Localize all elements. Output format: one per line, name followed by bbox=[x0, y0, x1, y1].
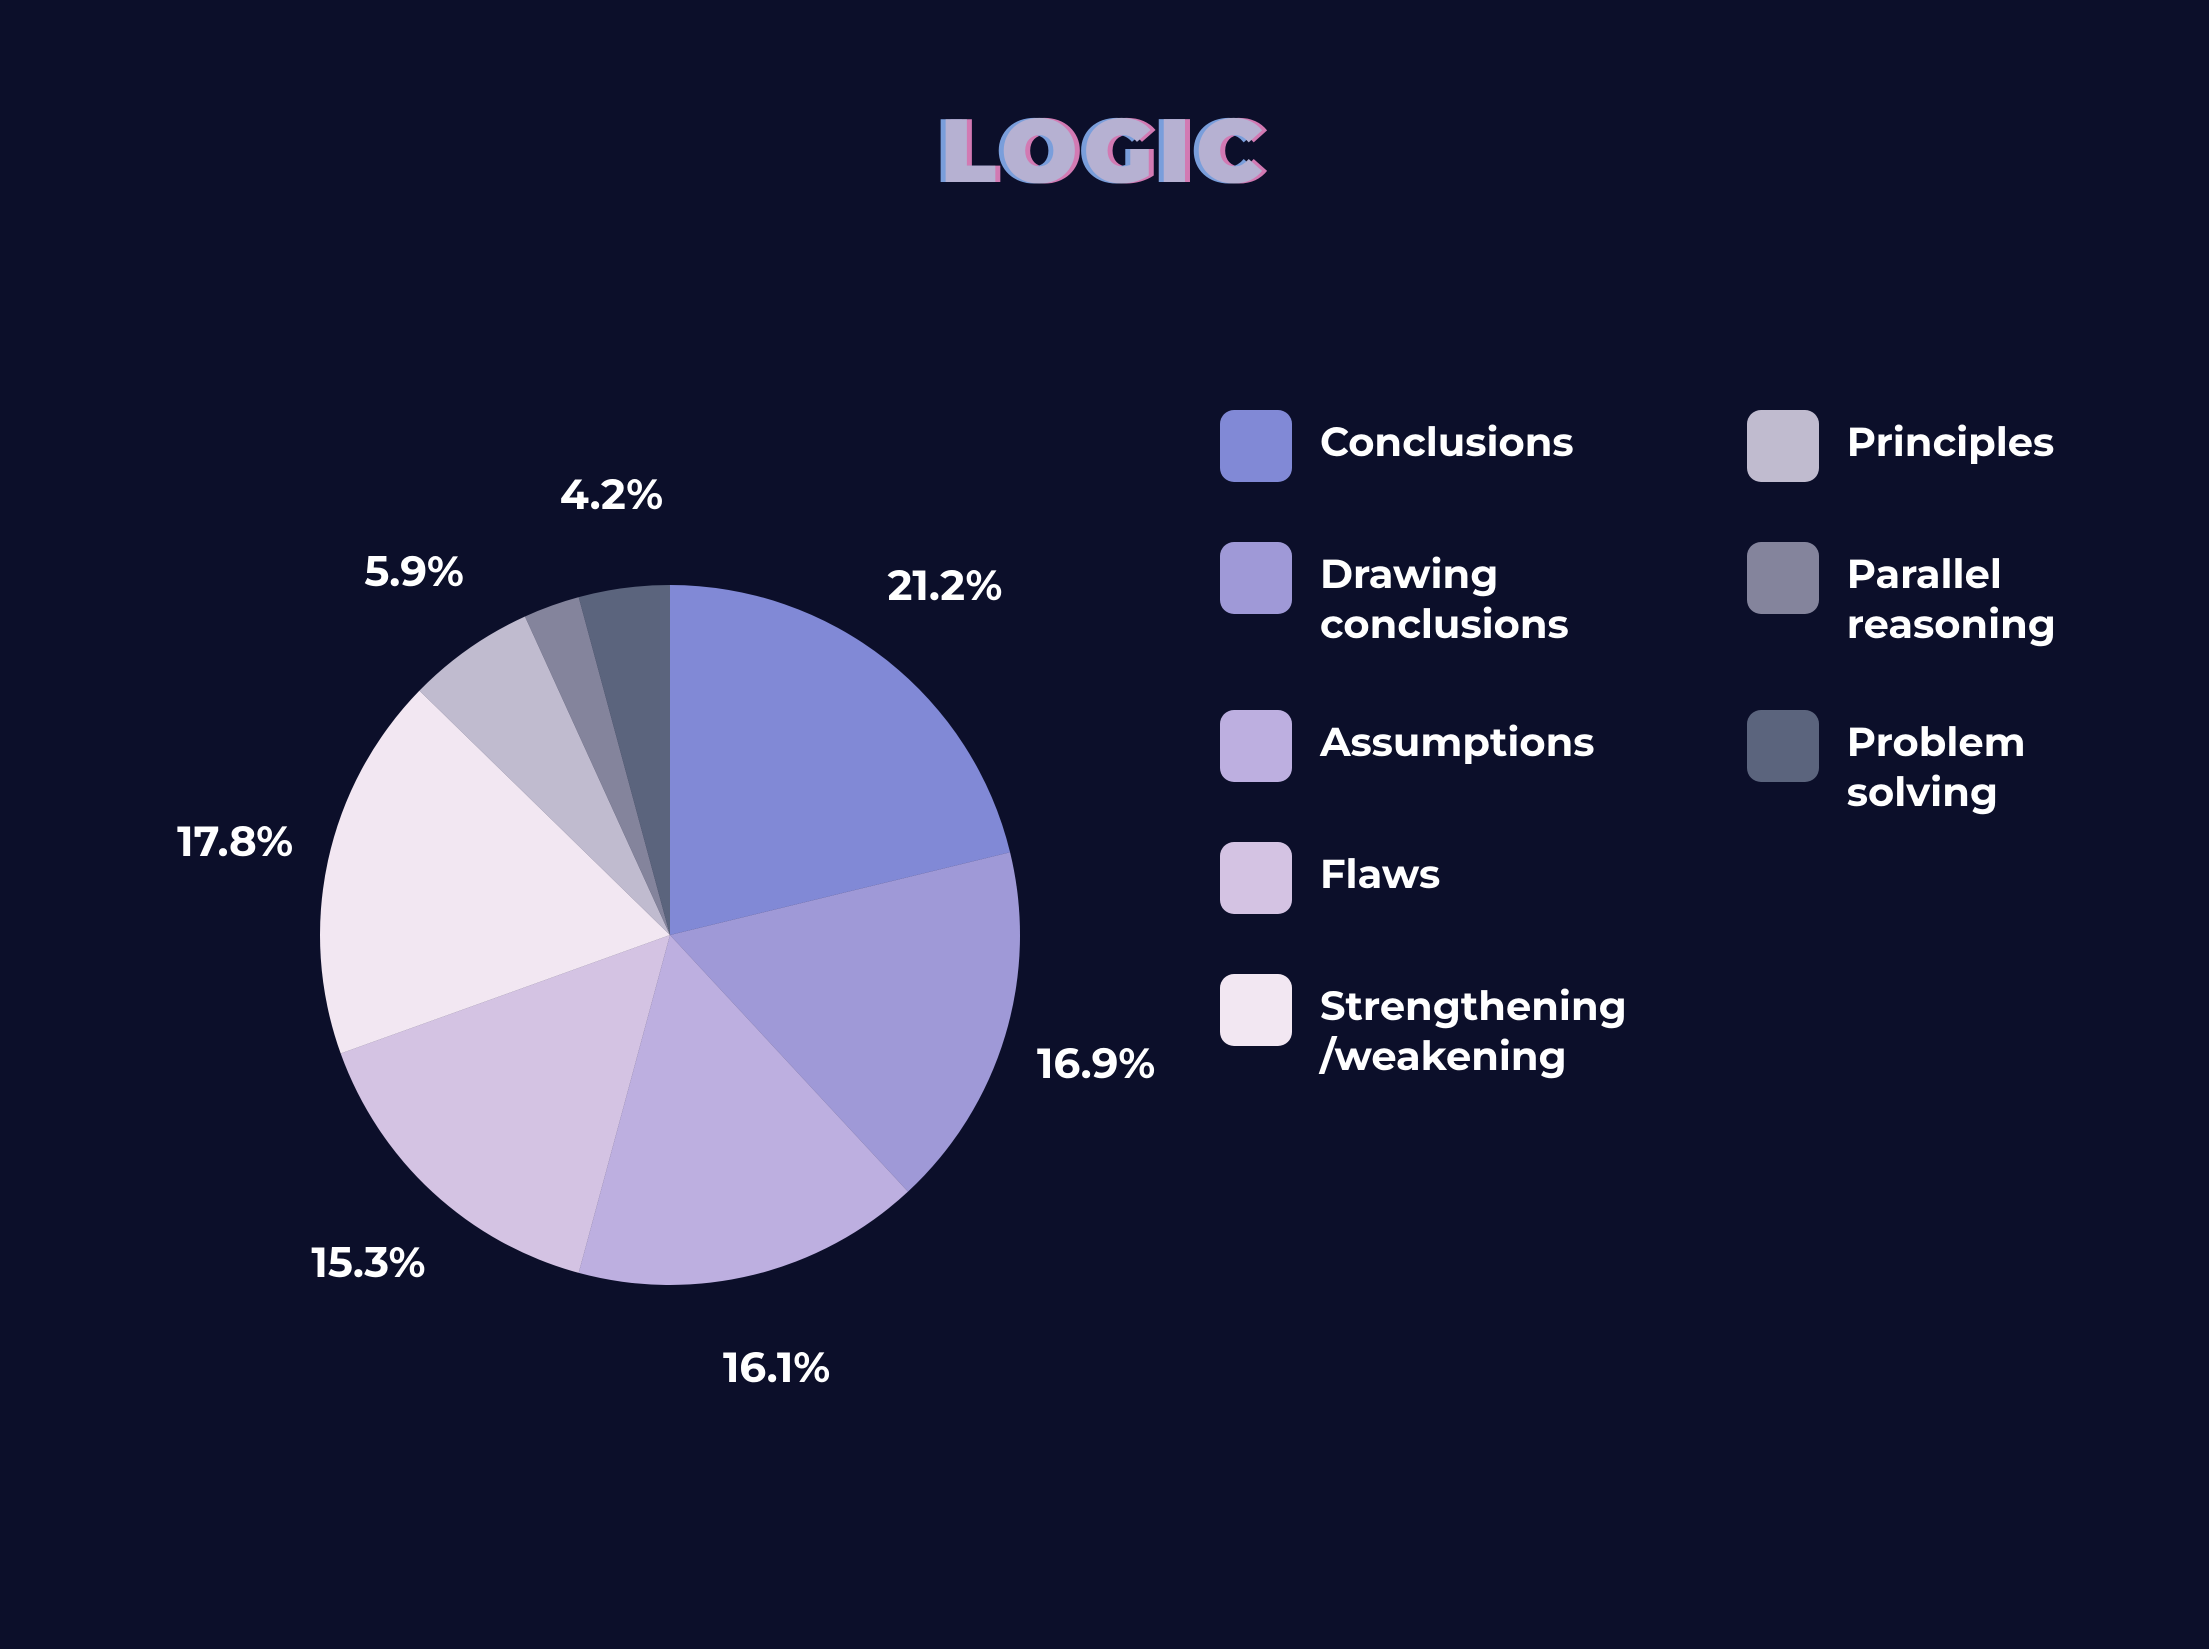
pct-label-strengthening: 17.8% bbox=[177, 815, 293, 867]
legend-swatch-principles bbox=[1747, 410, 1819, 482]
legend-col-0: Conclusions Drawing conclusions Assumption… bbox=[1220, 410, 1627, 1082]
legend-item-strengthening: Strengthening /weakening bbox=[1220, 974, 1627, 1082]
legend-label-flaws: Flaws bbox=[1320, 842, 1440, 900]
pct-label-assumptions: 16.1% bbox=[723, 1341, 830, 1393]
legend-label-strengthening: Strengthening /weakening bbox=[1320, 974, 1627, 1082]
pct-label-flaws: 15.3% bbox=[311, 1236, 425, 1288]
legend-label-drawing: Drawing conclusions bbox=[1320, 542, 1569, 650]
legend-col-1: Principles Parallel reasoning Problem solv… bbox=[1747, 410, 2056, 1082]
pie-chart: 21.2% 16.9% 16.1% 15.3% 17.8% 5.9% 4.2% bbox=[170, 370, 1170, 1500]
legend-swatch-drawing bbox=[1220, 542, 1292, 614]
legend-label-assumptions: Assumptions bbox=[1320, 710, 1594, 768]
legend: Conclusions Drawing conclusions Assumption… bbox=[1220, 410, 2140, 1082]
legend-label-parallel: Parallel reasoning bbox=[1847, 542, 2056, 650]
legend-swatch-assumptions bbox=[1220, 710, 1292, 782]
legend-item-principles: Principles bbox=[1747, 410, 2056, 482]
pct-label-drawing: 16.9% bbox=[1037, 1037, 1155, 1089]
legend-label-problem: Problem solving bbox=[1847, 710, 2026, 818]
page-title: LOGIC bbox=[941, 95, 1269, 205]
legend-swatch-conclusions bbox=[1220, 410, 1292, 482]
legend-swatch-parallel bbox=[1747, 542, 1819, 614]
legend-item-conclusions: Conclusions bbox=[1220, 410, 1627, 482]
pct-label-principles: 5.9% bbox=[364, 545, 464, 597]
pie-svg bbox=[170, 370, 1170, 1500]
legend-swatch-strengthening bbox=[1220, 974, 1292, 1046]
legend-label-conclusions: Conclusions bbox=[1320, 410, 1574, 468]
legend-swatch-flaws bbox=[1220, 842, 1292, 914]
legend-item-parallel: Parallel reasoning bbox=[1747, 542, 2056, 650]
legend-columns: Conclusions Drawing conclusions Assumption… bbox=[1220, 410, 2140, 1082]
legend-item-problem: Problem solving bbox=[1747, 710, 2056, 818]
legend-label-principles: Principles bbox=[1847, 410, 2054, 468]
legend-item-drawing: Drawing conclusions bbox=[1220, 542, 1627, 650]
pct-label-conclusions: 21.2% bbox=[888, 559, 1003, 611]
pct-label-problem: 4.2% bbox=[560, 468, 663, 520]
legend-item-assumptions: Assumptions bbox=[1220, 710, 1627, 782]
legend-swatch-problem bbox=[1747, 710, 1819, 782]
legend-item-flaws: Flaws bbox=[1220, 842, 1627, 914]
